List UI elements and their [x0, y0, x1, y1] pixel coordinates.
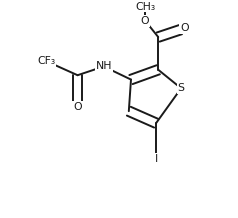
Text: O: O [141, 16, 149, 26]
Text: NH: NH [95, 61, 112, 72]
Text: CF₃: CF₃ [37, 56, 55, 66]
Text: O: O [180, 23, 189, 33]
Text: I: I [154, 154, 158, 164]
Text: CH₃: CH₃ [135, 2, 155, 12]
Text: O: O [73, 102, 82, 112]
Text: S: S [178, 83, 185, 93]
